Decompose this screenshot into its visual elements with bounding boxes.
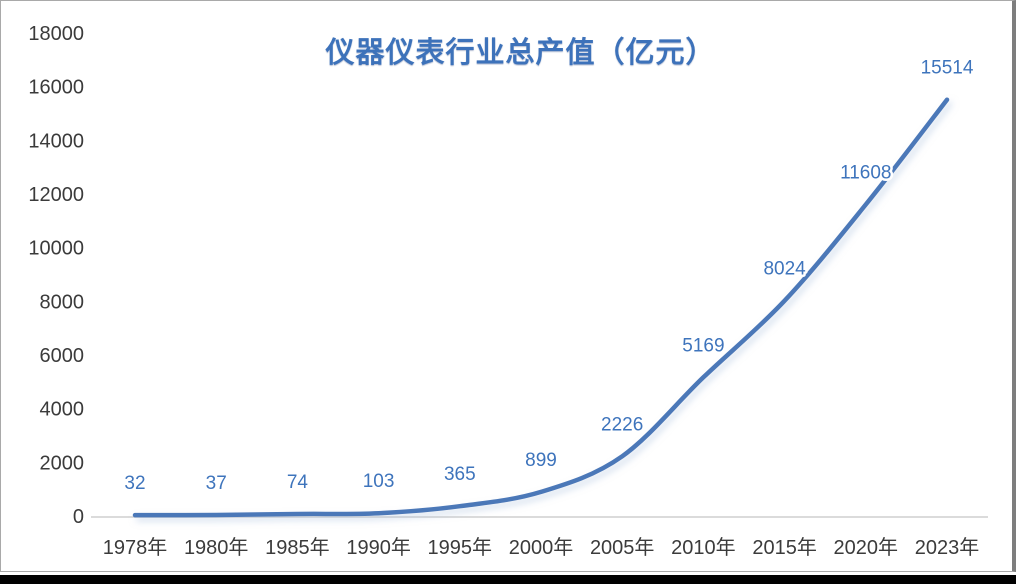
x-tick-label: 1978年 bbox=[103, 536, 168, 559]
x-tick-label: 1990年 bbox=[346, 536, 411, 559]
data-label: 103 bbox=[363, 471, 395, 492]
y-tick-label: 0 bbox=[73, 506, 84, 528]
y-tick-label: 14000 bbox=[28, 130, 84, 152]
data-label: 365 bbox=[444, 464, 476, 485]
x-tick-label: 2015年 bbox=[752, 536, 817, 559]
y-tick-label: 8000 bbox=[40, 291, 85, 313]
y-tick-label: 6000 bbox=[40, 345, 85, 367]
data-label: 15514 bbox=[921, 58, 974, 79]
x-tick-label: 2000年 bbox=[509, 536, 574, 559]
series-line bbox=[132, 97, 950, 518]
x-tick-label: 2010年 bbox=[671, 536, 736, 559]
x-tick-label: 1980年 bbox=[184, 536, 249, 559]
data-label: 8024 bbox=[763, 259, 806, 280]
y-tick-label: 12000 bbox=[28, 184, 84, 206]
plot-layer: 0 2000 4000 6000 8000 10000 12000 14000 16000 180… bbox=[28, 23, 988, 559]
x-tick-label: 1985年 bbox=[265, 536, 330, 559]
y-tick-label: 4000 bbox=[40, 399, 85, 421]
chart-frame: 仪器仪表行业总产值（亿元） 0 2000 4000 6000 8000 10000 1200… bbox=[0, 0, 1016, 572]
data-label: 74 bbox=[287, 472, 309, 493]
data-label: 5169 bbox=[682, 335, 724, 356]
data-label: 32 bbox=[124, 473, 145, 494]
y-tick-label: 18000 bbox=[28, 23, 84, 45]
data-label: 11608 bbox=[840, 163, 891, 184]
x-tick-label: 2020年 bbox=[834, 536, 899, 559]
x-tick-label: 2005年 bbox=[590, 536, 655, 559]
data-label: 899 bbox=[525, 450, 557, 471]
data-label: 2226 bbox=[601, 414, 643, 435]
data-label: 37 bbox=[206, 473, 227, 494]
y-tick-label: 2000 bbox=[40, 452, 85, 474]
chart-title: 仪器仪表行业总产值（亿元） bbox=[325, 37, 716, 69]
bottom-black-bar bbox=[0, 575, 1016, 584]
y-tick-label: 10000 bbox=[28, 238, 84, 260]
y-tick-label: 16000 bbox=[28, 77, 84, 99]
x-tick-label: 2023年 bbox=[915, 536, 980, 559]
x-tick-label: 1995年 bbox=[428, 536, 493, 559]
